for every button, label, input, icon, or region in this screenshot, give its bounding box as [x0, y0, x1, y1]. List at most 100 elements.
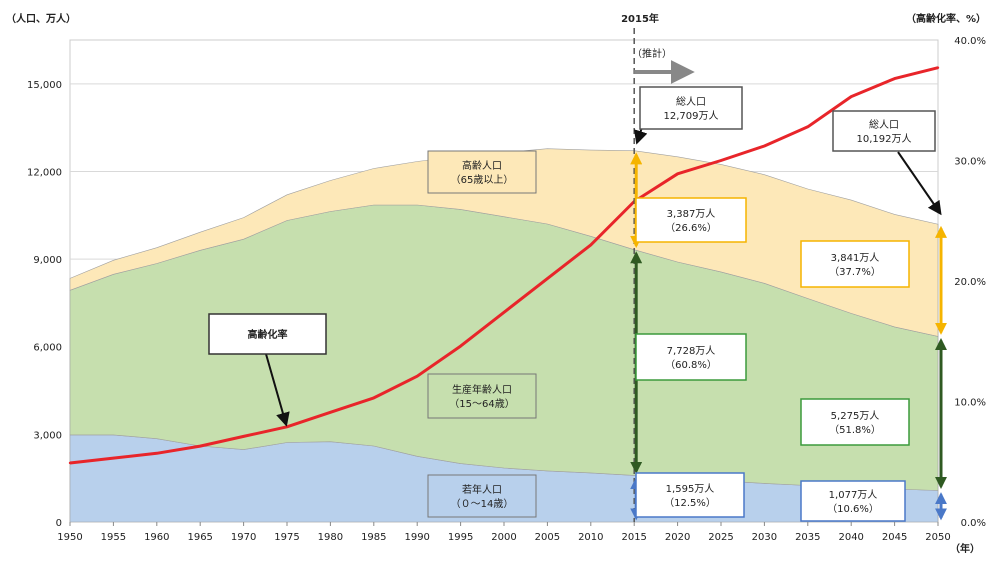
left-tick-5: 15,000: [27, 80, 62, 91]
annotation-elderly-2050: 3,841万人 （37.7%）: [800, 240, 910, 288]
annotation-text-total-2015-0: 総人口: [676, 95, 706, 108]
series-label-text-1-0: 生産年齢人口: [452, 383, 512, 396]
x-tick-9: 1995: [448, 532, 473, 543]
annotation-text-elderly-2050-1: （37.7%）: [829, 266, 881, 278]
area-series-2: [69, 148, 939, 337]
annotation-box-working-2050: [800, 398, 910, 446]
x-tick-1: 1955: [101, 532, 126, 543]
aging-rate-point-17: [806, 125, 809, 128]
annotation-text-aging-rate-0: 高齢化率: [248, 328, 288, 341]
annotation-text-working-2050-1: （51.8%）: [829, 424, 881, 436]
annotation-text-working-2050-0: 5,275万人: [831, 410, 880, 422]
annotation-box-aging-rate: [208, 313, 327, 355]
aging-rate-point-14: [676, 172, 679, 175]
left-tick-3: 9,000: [33, 255, 62, 266]
x-tick-6: 1980: [318, 532, 343, 543]
left-axis-label: （人口、万人）: [6, 12, 76, 25]
annotation-box-young-2015: [635, 472, 745, 518]
series-label-text-2-1: （65歳以上）: [451, 174, 514, 186]
left-tick-4: 12,000: [27, 167, 62, 178]
annotation-working-2050: 5,275万人 （51.8%）: [800, 398, 910, 446]
forecast-label: （推計）: [632, 47, 672, 60]
x-tick-4: 1970: [231, 532, 256, 543]
annotation-text-young-2050-0: 1,077万人: [829, 489, 878, 501]
series-label-text-0-0: 若年人口: [462, 483, 502, 496]
annotation-aging-rate: 高齢化率: [208, 313, 327, 355]
pointer-total-2050: [897, 151, 942, 216]
series-label-1: 生産年齢人口 （15～64歳）: [427, 373, 537, 419]
x-tick-20: 2050: [925, 532, 950, 543]
annotation-text-working-2015-1: （60.8%）: [665, 359, 717, 371]
series-label-text-1-1: （15～64歳）: [449, 398, 514, 410]
aging-rate-line: [68, 66, 940, 465]
aging-rate-point-1: [112, 456, 115, 460]
right-tick-1: 10.0%: [954, 398, 986, 409]
annotation-box-working-2015: [635, 333, 747, 381]
annotation-elderly-2015: 3,387万人 （26.6%）: [635, 197, 747, 243]
aging-rate-point-2: [155, 452, 158, 455]
x-tick-0: 1950: [57, 532, 82, 543]
annotation-text-young-2050-1: （10.6%）: [827, 503, 879, 515]
aging-rate-point-19: [893, 77, 896, 80]
right-tick-2: 20.0%: [954, 277, 986, 288]
x-tick-14: 2020: [665, 532, 690, 543]
aging-rate-point-10: [502, 311, 506, 314]
axes: （人口、万人） （高齢化率、%） （年）: [6, 12, 986, 555]
annotation-text-total-2050-1: 10,192万人: [857, 133, 912, 145]
x-tick-10: 2000: [491, 532, 516, 543]
aging-rate-point-12: [589, 243, 592, 247]
annotation-text-young-2015-0: 1,595万人: [666, 483, 715, 495]
left-tick-2: 6,000: [33, 343, 62, 354]
annotation-young-2015: 1,595万人 （12.5%）: [635, 472, 745, 518]
annotation-text-young-2015-1: （12.5%）: [664, 497, 716, 509]
x-tick-5: 1975: [274, 532, 299, 543]
aging-rate-point-18: [850, 95, 853, 98]
x-tick-12: 2010: [578, 532, 603, 543]
x-tick-16: 2030: [752, 532, 777, 543]
x-tick-19: 2045: [882, 532, 907, 543]
annotation-working-2015: 7,728万人 （60.8%）: [635, 333, 747, 381]
left-tick-1: 3,000: [33, 430, 62, 441]
aging-rate-point-3: [199, 444, 202, 448]
annotation-box-total-2015: [639, 86, 743, 130]
aging-rate-point-6: [329, 411, 332, 414]
annotation-text-working-2015-0: 7,728万人: [667, 345, 716, 357]
aging-rate-point-11: [546, 277, 549, 280]
x-tick-13: 2015: [621, 532, 646, 543]
annotation-text-total-2050-0: 総人口: [869, 118, 899, 131]
series-label-box-2: [427, 150, 537, 194]
annotation-box-total-2050: [832, 110, 936, 152]
right-tick-4: 40.0%: [954, 36, 986, 47]
aging-rate-point-8: [416, 374, 419, 378]
x-tick-11: 2005: [535, 532, 560, 543]
annotation-text-total-2015-1: 12,709万人: [664, 110, 719, 122]
x-tick-17: 2035: [795, 532, 820, 543]
x-unit-label: （年）: [950, 542, 980, 555]
annotation-total-2015: 総人口 12,709万人: [639, 86, 743, 130]
annotation-total-2050: 総人口 10,192万人: [832, 110, 936, 152]
pointer-aging-rate: [265, 353, 290, 427]
annotation-text-elderly-2015-0: 3,387万人: [667, 208, 716, 220]
annotation-box-young-2050: [800, 480, 906, 522]
series-label-text-2-0: 高齢人口: [462, 159, 502, 172]
right-tick-0: 0.0%: [961, 518, 986, 529]
aging-rate-point-5: [285, 425, 289, 429]
tick-labels: 0 3,000 6,000 9,000 12,000 15,000 0.0% 10.0% 20.…: [27, 36, 986, 543]
annotation-young-2050: 1,077万人 （10.6%）: [800, 480, 906, 522]
divider-year-label: 2015年: [621, 12, 659, 25]
left-tick-0: 0: [56, 518, 62, 529]
x-tick-8: 1990: [404, 532, 429, 543]
aging-rate-point-7: [372, 396, 375, 400]
annotation-text-elderly-2050-0: 3,841万人: [831, 252, 880, 264]
aging-rate-point-16: [763, 144, 766, 148]
aging-rate-point-0: [68, 461, 72, 465]
x-tick-15: 2025: [708, 532, 733, 543]
x-tick-2: 1960: [144, 532, 169, 543]
x-tick-3: 1965: [187, 532, 212, 543]
right-tick-3: 30.0%: [954, 157, 986, 168]
aging-rate-point-20: [936, 66, 940, 69]
annotation-text-elderly-2015-1: （26.6%）: [665, 222, 717, 234]
aging-rate-point-9: [459, 344, 462, 348]
